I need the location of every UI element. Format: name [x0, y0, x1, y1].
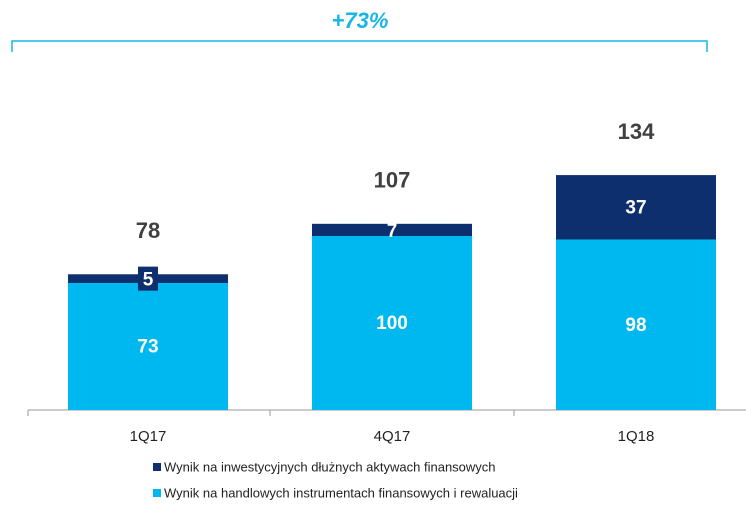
legend-swatch — [153, 463, 161, 471]
segment-label: 5 — [143, 270, 154, 291]
annotation: +73% — [332, 8, 389, 33]
total-label: 78 — [136, 218, 160, 243]
bar-segment — [68, 282, 228, 410]
legend-swatch — [153, 489, 161, 497]
segment-label: 7 — [387, 221, 398, 242]
bar-segment — [556, 239, 716, 410]
legend-label: Wynik na inwestycyjnych dłużnych aktywac… — [164, 459, 496, 474]
x-tick-label: 1Q18 — [618, 428, 655, 445]
bar-segment — [312, 223, 472, 236]
bracket — [11, 40, 708, 52]
total-label: 134 — [618, 119, 655, 144]
bar-segment — [312, 236, 472, 410]
x-tick-label: 1Q17 — [130, 428, 167, 445]
x-tick-label: 4Q17 — [374, 428, 411, 445]
segment-label: 73 — [137, 337, 158, 358]
segment-label: 100 — [376, 313, 408, 334]
segment-label: 37 — [625, 197, 646, 218]
label-box — [138, 266, 158, 291]
total-label: 107 — [374, 168, 411, 193]
bar-segment — [556, 175, 716, 240]
segment-label: 98 — [625, 315, 646, 336]
legend-label: Wynik na handlowych instrumentach finans… — [164, 485, 518, 500]
